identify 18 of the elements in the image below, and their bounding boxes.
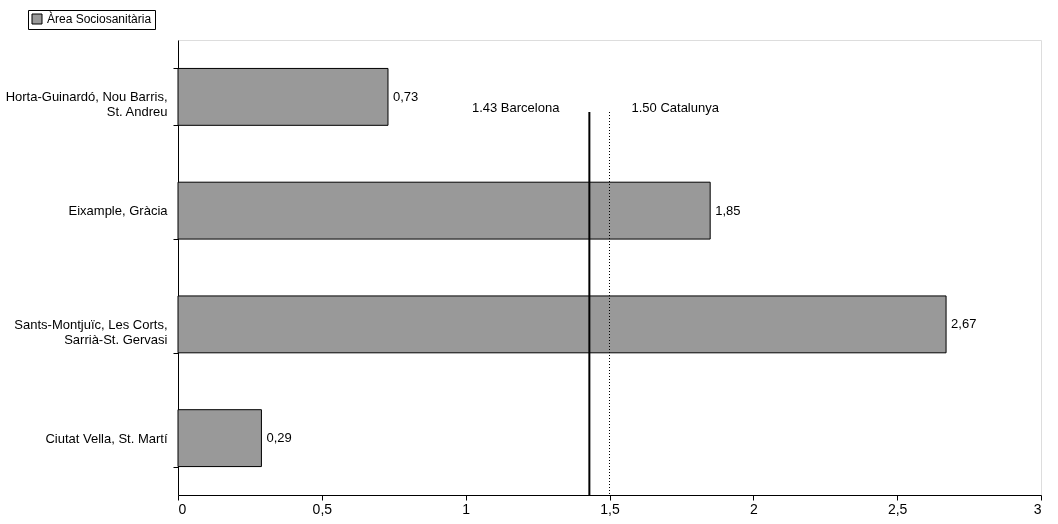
- data-label: 2,67: [951, 316, 977, 332]
- ref-line-label: 1.43 Barcelona: [471, 100, 561, 115]
- x-tick-label: 2,5: [887, 500, 908, 517]
- x-tick-label: 2: [749, 500, 758, 517]
- x-tick-label: 1: [462, 500, 471, 517]
- ref-line-label: 1.50 Catalunya: [631, 100, 720, 115]
- data-label: 0,73: [393, 88, 419, 104]
- x-tick-label: 0: [178, 500, 187, 517]
- x-tick-label: 1,5: [600, 500, 620, 517]
- x-tick-label: 3: [1033, 500, 1042, 517]
- y-tick-label: Sants-Montjuïc, Les Corts, Sarrià-St. Gervasi: [14, 316, 168, 347]
- y-tick-label: Ciutat Vella, St. Martí: [45, 430, 168, 446]
- data-label: 1,85: [715, 202, 741, 218]
- y-tick-label: Eixample, Gràcia: [68, 203, 169, 219]
- legend-label: Àrea Sociosanitària: [47, 11, 152, 26]
- y-tick-label: Horta-Guinardó, Nou Barris, St. Andreu: [5, 89, 168, 120]
- data-label: 0,29: [266, 430, 292, 446]
- x-tick-label: 0,5: [312, 500, 333, 517]
